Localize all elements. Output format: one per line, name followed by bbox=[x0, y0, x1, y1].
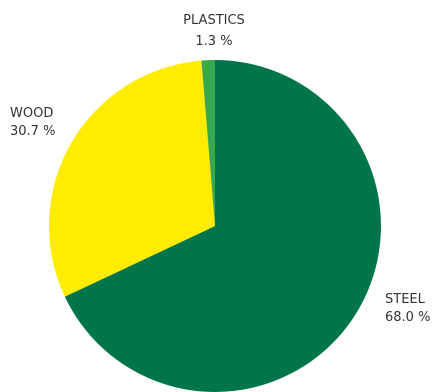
slice-label-steel: STEEL bbox=[385, 292, 426, 307]
pie-slice-steel bbox=[64, 60, 382, 392]
pie-slice-wood bbox=[48, 60, 215, 297]
pie-slice-plastics bbox=[201, 59, 215, 226]
slice-label-plastics: PLASTICS bbox=[183, 13, 245, 28]
slice-value-plastics: 1.3 % bbox=[195, 34, 232, 49]
slice-value-wood: 30.7 % bbox=[10, 124, 55, 139]
slice-value-steel: 68.0 % bbox=[385, 310, 430, 325]
slice-label-wood: WOOD bbox=[10, 106, 53, 121]
